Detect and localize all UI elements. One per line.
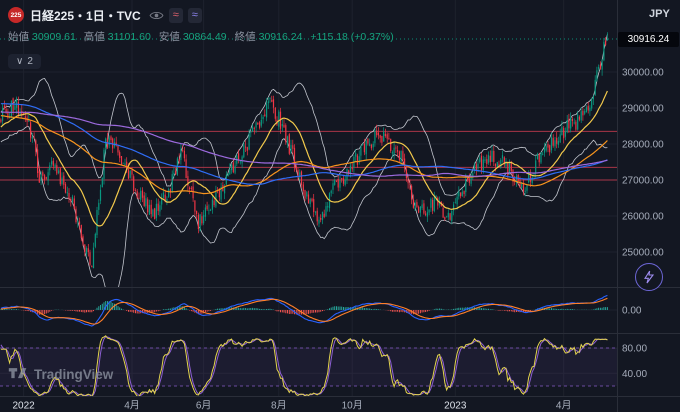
- symbol-logo[interactable]: 225: [8, 7, 24, 23]
- indicator-chip-wave-purple[interactable]: ≈: [187, 7, 202, 23]
- macd-panel[interactable]: [0, 294, 608, 327]
- ohlc-row: 始値 30909.61 高値 31101.60 安値 30864.49 終値 3…: [8, 29, 402, 44]
- instant-trade-button[interactable]: [635, 263, 663, 291]
- high-label: 高値: [83, 31, 105, 43]
- symbol-logo-text: 225: [10, 11, 22, 19]
- symbol-title[interactable]: 日経225・1日・TVC: [30, 8, 141, 23]
- stoch-band-fill: [0, 348, 617, 386]
- price-axis-label[interactable]: 30000.00: [622, 68, 664, 79]
- overlay-ma-slow: [0, 103, 608, 185]
- macd-axis-label[interactable]: 0.00: [622, 306, 642, 317]
- indicators-collapse-pill[interactable]: ∨ 2: [8, 54, 41, 69]
- price-axis-label[interactable]: 26000.00: [622, 212, 664, 223]
- visibility-eye-icon[interactable]: [149, 10, 164, 21]
- time-axis-label[interactable]: 8月: [271, 400, 287, 412]
- axis-labels: 30000.00 29000.00 28000.00 27000.00 26000.00…: [12, 68, 664, 412]
- lightning-icon: [644, 270, 655, 284]
- overlay-ma-mid: [0, 115, 608, 195]
- price-axis-label[interactable]: 27000.00: [622, 176, 664, 187]
- low-value: 30864.49: [182, 30, 227, 43]
- watermark-text: TradingView: [34, 366, 114, 382]
- close-value: 30916.24: [258, 30, 303, 43]
- close-label: 終値: [234, 31, 256, 43]
- candle-bodies-up: [2, 39, 608, 269]
- open-label: 始値: [8, 31, 29, 43]
- overlay-ma-fast: [0, 90, 608, 227]
- indicators-collapse-row: ∨ 2: [8, 51, 402, 69]
- currency-label[interactable]: JPY: [649, 8, 670, 20]
- macd-signal-line: [0, 297, 608, 325]
- high-value: 31101.60: [107, 30, 151, 43]
- stoch-axis-label[interactable]: 80.00: [622, 344, 647, 355]
- low-label: 安値: [158, 31, 180, 43]
- price-axis-label[interactable]: 29000.00: [622, 104, 664, 115]
- time-axis-label[interactable]: 2023: [444, 401, 467, 412]
- price-panel[interactable]: [0, 32, 617, 298]
- stoch-k-line: [0, 335, 608, 396]
- open-value: 30909.61: [32, 30, 76, 43]
- time-axis-label[interactable]: 6月: [196, 400, 212, 412]
- macd-line: [0, 294, 608, 327]
- price-axis-label[interactable]: 25000.00: [622, 248, 664, 259]
- overlay-ma-long: [0, 111, 608, 177]
- symbol-row: 225 日経225・1日・TVC ≈ ≈: [8, 6, 402, 24]
- chart-legend: 225 日経225・1日・TVC ≈ ≈ 始値 30909.61 高値 3110…: [8, 6, 402, 69]
- tradingview-logo-icon: [8, 368, 27, 379]
- time-axis-label[interactable]: 4月: [556, 400, 572, 412]
- indicator-chip-wave-red[interactable]: ≈: [168, 7, 183, 23]
- time-axis-label[interactable]: 10月: [342, 400, 363, 412]
- change-value: +115.18 (+0.37%): [310, 30, 394, 43]
- stochastic-panel[interactable]: [0, 335, 617, 397]
- stoch-axis-label[interactable]: 40.00: [622, 369, 647, 380]
- time-axis-label[interactable]: 4月: [124, 400, 140, 412]
- time-axis-label[interactable]: 2022: [12, 401, 35, 412]
- last-price-badge[interactable]: 30916.24: [618, 32, 679, 47]
- watermark: TradingView: [8, 364, 113, 384]
- bollinger-upper: [0, 34, 608, 196]
- price-axis-label[interactable]: 28000.00: [622, 140, 664, 151]
- chevron-down-icon: ∨: [16, 56, 24, 67]
- candle-bodies-down: [0, 40, 607, 268]
- indicators-count: 2: [27, 56, 33, 67]
